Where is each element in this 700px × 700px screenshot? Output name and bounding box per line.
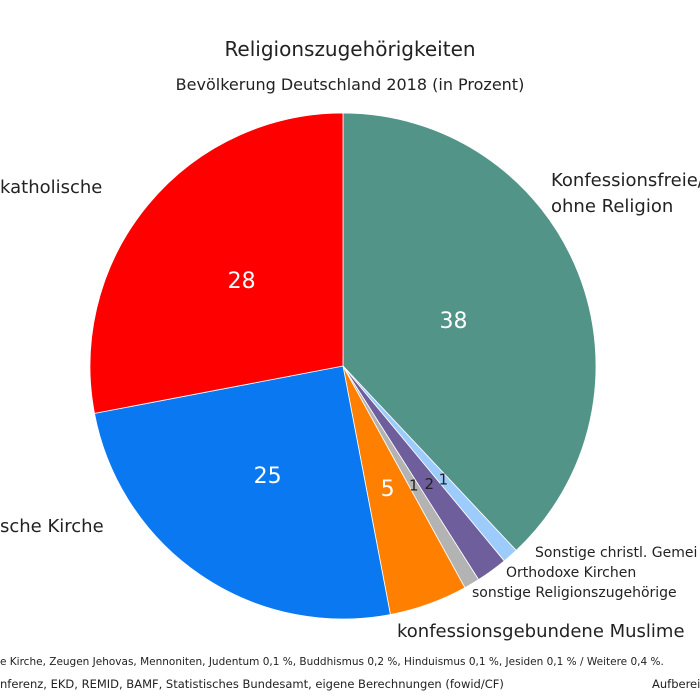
chart-title: Religionszugehörigkeiten [224,37,475,61]
slice-value-label: 1 [409,476,419,494]
slice-category-label: katholische [0,177,102,198]
slice-value-label: 25 [254,464,282,489]
slice-category-label: ohne Religion [551,196,673,217]
category-labels: Konfessionsfreie/ohne Religion Sonstige c… [0,170,700,642]
slice-value-label: 1 [439,470,449,488]
pie-slice [89,112,344,414]
pie-slices [89,112,597,620]
slice-category-label: Orthodoxe Kirchen [506,565,636,581]
slice-value-label: 2 [424,475,434,493]
source-note: nferenz, EKD, REMID, BAMF, Statistisches… [0,677,504,691]
slice-category-label: sonstige Religionszugehörige [472,585,677,601]
chart-subtitle: Bevölkerung Deutschland 2018 (in Prozent… [176,75,525,94]
footnote: e Kirche, Zeugen Jehovas, Mennoniten, Ju… [0,656,664,668]
slice-category-label: Sonstige christl. Gemei [535,545,697,561]
pie-slice [94,365,391,620]
credit-note: Aufbereit [652,677,700,691]
pie-slice [342,112,597,551]
slice-value-label: 5 [381,477,395,502]
slice-value-label: 28 [228,269,256,294]
slice-category-label: Konfessionsfreie/ [551,170,700,191]
slice-category-label: konfessionsgebundene Muslime [397,621,685,642]
slice-value-label: 38 [440,309,468,334]
slice-category-label: sche Kirche [0,516,104,537]
